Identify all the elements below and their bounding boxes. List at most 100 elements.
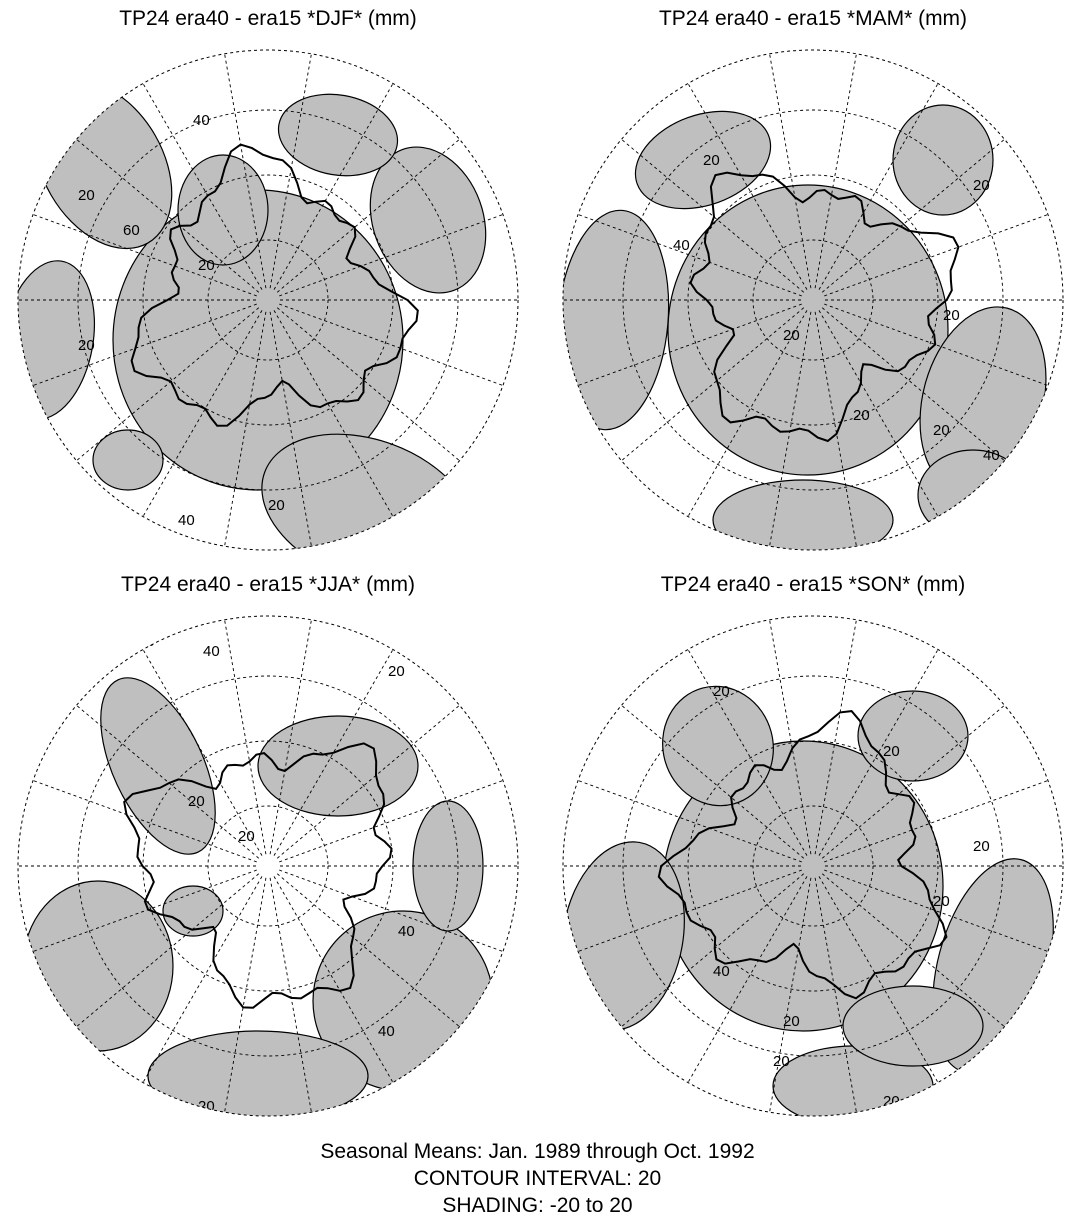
contour-label: 20 xyxy=(943,307,960,324)
latitude-circle xyxy=(622,675,1004,1057)
contour-label: 20 xyxy=(188,793,205,810)
contour-label: 20 xyxy=(973,838,990,855)
meridian-line xyxy=(269,877,312,1113)
contour-label: 20 xyxy=(713,683,730,700)
shaded-region xyxy=(892,104,994,216)
meridian-line xyxy=(32,214,257,297)
latitude-circle xyxy=(77,675,459,1057)
panel-mam: TP24 era40 - era15 *MAM* (mm) 20 20 40 20 20… xyxy=(553,6,1073,566)
meridian-line xyxy=(621,704,805,859)
meridian-line xyxy=(276,307,460,462)
shaded-region xyxy=(147,1030,369,1116)
figure-footer: Seasonal Means: Jan. 1989 through Oct. 1… xyxy=(0,1138,1075,1219)
meridian-line xyxy=(224,311,267,547)
footer-contour-interval: CONTOUR INTERVAL: 20 xyxy=(413,1167,662,1190)
polar-map-mam: 20 20 40 20 20 40 20 20 xyxy=(553,40,1073,560)
meridian-line xyxy=(32,780,257,863)
contour-label: 40 xyxy=(193,112,210,129)
meridian-line xyxy=(818,83,939,290)
contour-label: 40 xyxy=(713,963,730,980)
map-boundary xyxy=(17,615,519,1117)
shaded-region xyxy=(369,146,487,294)
shaded-region xyxy=(634,110,772,210)
contour-label: 40 xyxy=(673,237,690,254)
meridian-line xyxy=(821,307,1005,462)
contour-label: 40 xyxy=(203,643,220,660)
meridian-line xyxy=(276,138,460,293)
meridian-line xyxy=(824,303,1049,386)
panel-title: TP24 era40 - era15 *SON* (mm) xyxy=(660,573,966,596)
meridian-line xyxy=(577,303,802,386)
meridian-line xyxy=(269,619,312,855)
polar-map-djf: 40 20 60 20 20 40 40 20 xyxy=(8,40,528,560)
meridian-line xyxy=(818,310,939,517)
contour-label: 40 xyxy=(178,512,195,529)
shaded-region xyxy=(22,880,174,1052)
meridian-line xyxy=(142,83,263,290)
map-boundary xyxy=(17,49,519,551)
contour-label: 20 xyxy=(783,1013,800,1030)
meridian-line xyxy=(142,649,263,856)
meridian-line xyxy=(76,873,260,1028)
contour-label: 40 xyxy=(983,447,1000,464)
meridian-line xyxy=(279,303,504,386)
contour-label: 40 xyxy=(398,923,415,940)
contour-label: 20 xyxy=(933,422,950,439)
meridian-line xyxy=(824,869,1049,952)
polar-map-svg: 20 20 40 20 20 40 20 20 xyxy=(562,49,1064,551)
meridian-line xyxy=(224,877,267,1113)
shaded-region xyxy=(563,209,670,431)
meridian-line xyxy=(224,619,267,855)
contour-label: 20 xyxy=(853,407,870,424)
footer-period: Seasonal Means: Jan. 1989 through Oct. 1… xyxy=(320,1140,755,1163)
meridian-line xyxy=(621,307,805,462)
latitude-circle xyxy=(142,174,394,426)
meridian-line xyxy=(824,214,1049,297)
latitude-circle xyxy=(77,109,459,491)
meridian-line xyxy=(76,704,260,859)
contour-label: 20 xyxy=(198,257,215,274)
meridian-line xyxy=(824,780,1049,863)
meridian-line xyxy=(273,649,394,856)
shaded-region xyxy=(92,429,164,491)
meridian-line xyxy=(142,876,263,1083)
meridian-line xyxy=(687,310,808,517)
shaded-region xyxy=(857,690,969,782)
meridian-line xyxy=(577,214,802,297)
meridian-line xyxy=(276,873,460,1028)
contour-label: 20 xyxy=(783,327,800,344)
latitude-circle xyxy=(687,174,939,426)
shaded-region xyxy=(100,677,216,855)
meridian-line xyxy=(769,877,812,1113)
contour-label: 20 xyxy=(268,497,285,514)
meridian-line xyxy=(687,876,808,1083)
shaded-region xyxy=(917,449,1029,541)
meridian-line xyxy=(769,53,812,289)
contour-label: 20 xyxy=(78,187,95,204)
meridian-line xyxy=(76,138,260,293)
latitude-circle xyxy=(687,740,939,992)
contour-label: 20 xyxy=(198,1098,215,1115)
meridian-line xyxy=(821,138,1005,293)
footer-shading: SHADING: -20 to 20 xyxy=(442,1194,633,1217)
meridian-line xyxy=(621,138,805,293)
meridian-line xyxy=(273,310,394,517)
shaded-region xyxy=(177,154,269,266)
meridian-line xyxy=(142,310,263,517)
map-boundary xyxy=(562,615,1064,1117)
meridian-line xyxy=(687,649,808,856)
meridian-line xyxy=(769,311,812,547)
contour-label: 40 xyxy=(58,467,75,484)
meridian-line xyxy=(273,83,394,290)
meridian-line xyxy=(276,704,460,859)
contour-label: 20 xyxy=(703,152,720,169)
meridian-line xyxy=(224,53,267,289)
contour-label: 20 xyxy=(773,1053,790,1070)
meridian-line xyxy=(269,311,312,547)
panel-djf: TP24 era40 - era15 *DJF* (mm) 40 20 60 20 20… xyxy=(8,6,528,566)
meridian-line xyxy=(279,780,504,863)
meridian-line xyxy=(818,649,939,856)
contour-label: 20 xyxy=(973,177,990,194)
